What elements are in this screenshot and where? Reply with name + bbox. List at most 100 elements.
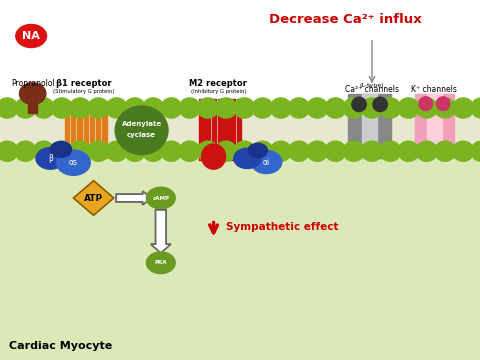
- Ellipse shape: [416, 141, 437, 161]
- Ellipse shape: [434, 141, 456, 161]
- Bar: [230, 99, 235, 160]
- Ellipse shape: [197, 98, 218, 118]
- Bar: [90, 101, 94, 158]
- Ellipse shape: [252, 141, 273, 161]
- Ellipse shape: [33, 98, 54, 118]
- Ellipse shape: [343, 98, 364, 118]
- Ellipse shape: [398, 141, 419, 161]
- Ellipse shape: [234, 141, 255, 161]
- FancyArrow shape: [151, 210, 171, 253]
- Ellipse shape: [471, 98, 480, 118]
- Circle shape: [146, 187, 175, 209]
- Text: NA: NA: [22, 31, 40, 41]
- Circle shape: [146, 252, 175, 274]
- Text: (Stimulatory G protein): (Stimulatory G protein): [53, 89, 115, 94]
- Bar: [205, 99, 210, 160]
- Ellipse shape: [15, 98, 36, 118]
- Bar: [28, 92, 37, 113]
- Ellipse shape: [161, 141, 182, 161]
- Bar: [102, 101, 107, 158]
- Ellipse shape: [0, 98, 18, 118]
- Ellipse shape: [179, 141, 200, 161]
- Ellipse shape: [373, 97, 387, 112]
- Bar: [415, 94, 454, 158]
- Ellipse shape: [115, 106, 168, 155]
- Bar: [0, 108, 480, 151]
- Ellipse shape: [70, 141, 91, 161]
- Text: β: β: [48, 154, 53, 163]
- Ellipse shape: [106, 141, 127, 161]
- Bar: [348, 94, 391, 158]
- Ellipse shape: [325, 141, 346, 161]
- Bar: [362, 94, 377, 158]
- Ellipse shape: [161, 98, 182, 118]
- Ellipse shape: [88, 98, 109, 118]
- Text: αi: αi: [263, 158, 270, 166]
- Bar: [212, 99, 216, 160]
- Circle shape: [57, 150, 90, 175]
- Ellipse shape: [270, 98, 291, 118]
- Ellipse shape: [106, 98, 127, 118]
- Ellipse shape: [343, 141, 364, 161]
- Ellipse shape: [288, 98, 310, 118]
- Ellipse shape: [307, 98, 328, 118]
- Bar: [0, 130, 480, 360]
- Ellipse shape: [436, 97, 450, 111]
- Ellipse shape: [361, 98, 383, 118]
- Ellipse shape: [15, 141, 36, 161]
- Ellipse shape: [143, 141, 164, 161]
- Ellipse shape: [234, 98, 255, 118]
- Ellipse shape: [453, 98, 474, 118]
- Text: M2 receptor: M2 receptor: [190, 79, 247, 88]
- Ellipse shape: [70, 98, 91, 118]
- Bar: [224, 99, 229, 160]
- Text: Cardiac Myocyte: Cardiac Myocyte: [9, 341, 112, 351]
- Ellipse shape: [270, 141, 291, 161]
- Ellipse shape: [88, 141, 109, 161]
- Bar: [199, 99, 204, 160]
- Text: cAMP: cAMP: [152, 195, 169, 201]
- Ellipse shape: [216, 141, 237, 161]
- Bar: [218, 99, 223, 160]
- Text: Propranolol: Propranolol: [11, 79, 55, 88]
- Text: β1 receptor: β1 receptor: [56, 79, 112, 88]
- Ellipse shape: [19, 83, 46, 104]
- Bar: [71, 101, 75, 158]
- Polygon shape: [73, 181, 114, 215]
- Ellipse shape: [380, 98, 401, 118]
- Text: Sympathetic effect: Sympathetic effect: [226, 222, 338, 232]
- Text: Adenylate: Adenylate: [121, 121, 162, 127]
- Ellipse shape: [416, 98, 437, 118]
- Circle shape: [251, 150, 282, 174]
- Ellipse shape: [51, 141, 72, 161]
- Circle shape: [234, 148, 261, 168]
- Ellipse shape: [307, 141, 328, 161]
- Text: Decrease Ca²⁺ influx: Decrease Ca²⁺ influx: [269, 13, 422, 26]
- Ellipse shape: [197, 141, 218, 161]
- Ellipse shape: [398, 98, 419, 118]
- Text: PKA: PKA: [155, 260, 167, 265]
- Bar: [427, 94, 442, 158]
- Ellipse shape: [33, 141, 54, 161]
- Ellipse shape: [51, 98, 72, 118]
- Ellipse shape: [352, 97, 366, 112]
- Bar: [77, 101, 82, 158]
- Ellipse shape: [380, 141, 401, 161]
- Ellipse shape: [361, 141, 383, 161]
- Ellipse shape: [419, 97, 432, 111]
- Ellipse shape: [202, 144, 226, 169]
- Bar: [0, 0, 480, 130]
- Text: Ca²⁺ channels: Ca²⁺ channels: [345, 85, 399, 94]
- Ellipse shape: [179, 98, 200, 118]
- Ellipse shape: [252, 98, 273, 118]
- Ellipse shape: [216, 98, 237, 118]
- Bar: [65, 101, 69, 158]
- Ellipse shape: [453, 141, 474, 161]
- FancyArrow shape: [116, 191, 151, 205]
- Circle shape: [248, 143, 267, 158]
- Text: (L-type): (L-type): [360, 83, 384, 88]
- Bar: [237, 99, 241, 160]
- Text: cyclase: cyclase: [127, 132, 156, 138]
- Ellipse shape: [0, 141, 18, 161]
- Ellipse shape: [124, 141, 145, 161]
